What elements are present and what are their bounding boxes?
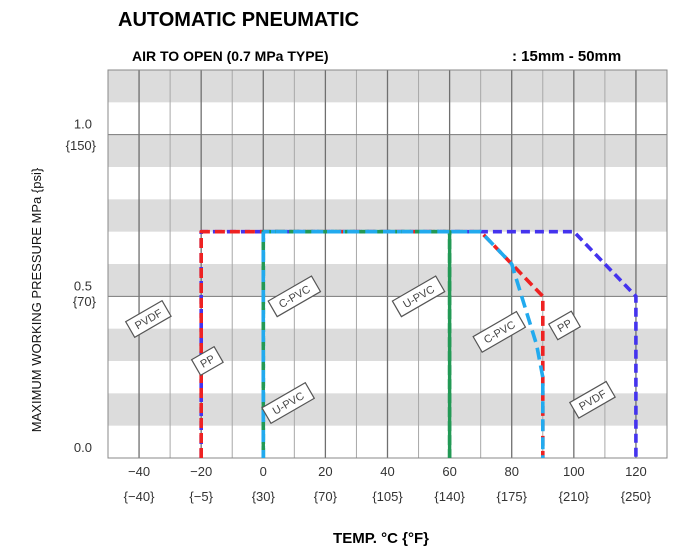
- x-tick-label-f: {250}: [621, 489, 652, 504]
- x-tick-label: −40: [128, 464, 150, 479]
- x-tick-label-f: {105}: [372, 489, 403, 504]
- curve-label-box: [261, 381, 316, 425]
- x-tick-label-f: {30}: [252, 489, 276, 504]
- x-tick-label-f: {−40}: [124, 489, 155, 504]
- curve-label-box: [267, 275, 322, 318]
- y-axis-label: MAXIMUM WORKING PRESSURE MPa {psi}: [29, 167, 44, 432]
- x-tick-label-f: {140}: [434, 489, 465, 504]
- curve-label: PP: [190, 345, 224, 377]
- curve-label-box: [547, 310, 582, 341]
- series-group: [199, 229, 638, 458]
- x-tick-label-f: {−5}: [189, 489, 213, 504]
- x-tick-label: −20: [190, 464, 212, 479]
- x-tick-label: 0: [260, 464, 267, 479]
- x-tick-label-f: {70}: [314, 489, 338, 504]
- curve-label-box: [472, 310, 527, 354]
- series-pp: [199, 229, 545, 458]
- curve-label-box: [124, 299, 172, 339]
- x-tick-label: 120: [625, 464, 647, 479]
- curve-label: U-PVC: [261, 381, 316, 425]
- curve-label: PVDF: [124, 299, 172, 339]
- y-axis-ticks: 0.0 0.5 1.0 {70} {150}: [66, 117, 97, 455]
- chart-subtitle: AIR TO OPEN (0.7 MPa TYPE): [132, 48, 329, 64]
- x-tick-label: 40: [380, 464, 394, 479]
- plot-frame: [107, 69, 668, 459]
- x-tick-label: 80: [504, 464, 518, 479]
- curve-label: PP: [547, 310, 582, 341]
- chart-title: AUTOMATIC PNEUMATIC: [118, 9, 359, 31]
- y-tick-label-psi: {150}: [66, 138, 97, 153]
- x-tick-label: 60: [442, 464, 456, 479]
- curve-label: C-PVC: [267, 275, 322, 318]
- curve-label-box: [190, 345, 224, 377]
- y-tick-label: 0.5: [74, 278, 92, 293]
- x-tick-label-f: {210}: [559, 489, 590, 504]
- curve-label-box: [391, 275, 446, 318]
- y-tick-label: 0.0: [74, 440, 92, 455]
- curve-label-box: [568, 380, 616, 419]
- x-axis-label: TEMP. °C {°F}: [333, 530, 429, 547]
- y-tick-label-psi: {70}: [73, 294, 97, 309]
- x-tick-label: 20: [318, 464, 332, 479]
- x-tick-label: 100: [563, 464, 585, 479]
- size-range: : 15mm - 50mm: [512, 48, 621, 65]
- x-tick-label-f: {175}: [497, 489, 528, 504]
- x-axis-ticks: −40 {−40} −20 {−5} 0 {30} 20 {70} 40 {105} 60 {140}…: [124, 464, 652, 504]
- y-tick-label: 1.0: [74, 117, 92, 132]
